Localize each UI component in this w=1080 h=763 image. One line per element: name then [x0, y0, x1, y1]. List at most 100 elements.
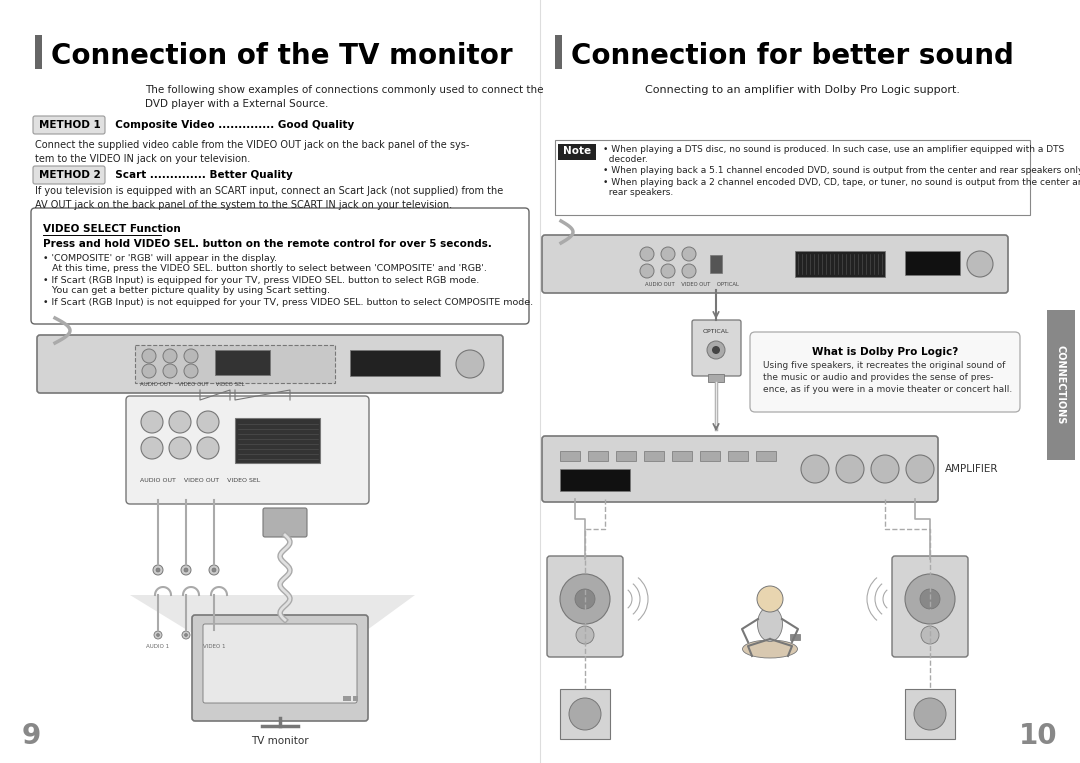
Bar: [235, 653, 265, 667]
Text: rear speakers.: rear speakers.: [603, 188, 673, 197]
Circle shape: [661, 264, 675, 278]
Circle shape: [757, 586, 783, 612]
FancyBboxPatch shape: [192, 615, 368, 721]
Circle shape: [576, 626, 594, 644]
Circle shape: [967, 251, 993, 277]
Text: You can get a better picture quality by using Scart setting.: You can get a better picture quality by …: [43, 286, 330, 295]
Text: Note: Note: [563, 146, 591, 156]
Circle shape: [181, 565, 191, 575]
Text: AUDIO OUT    VIDEO OUT    VIDEO SEL: AUDIO OUT VIDEO OUT VIDEO SEL: [140, 382, 244, 387]
FancyBboxPatch shape: [542, 235, 1008, 293]
Text: • If Scart (RGB Input) is equipped for your TV, press VIDEO SEL. button to selec: • If Scart (RGB Input) is equipped for y…: [43, 276, 480, 285]
Text: Connect the supplied video cable from the VIDEO OUT jack on the back panel of th: Connect the supplied video cable from th…: [35, 140, 470, 163]
Text: The following show examples of connections commonly used to connect the
DVD play: The following show examples of connectio…: [145, 85, 543, 109]
Text: CONNECTIONS: CONNECTIONS: [1056, 346, 1066, 425]
FancyBboxPatch shape: [31, 208, 529, 324]
Text: • When playing back a 2 channel encoded DVD, CD, tape, or tuner, no sound is out: • When playing back a 2 channel encoded …: [603, 178, 1080, 187]
Text: Connecting to an amplifier with Dolby Pro Logic support.: Connecting to an amplifier with Dolby Pr…: [645, 85, 960, 95]
Text: AUDIO OUT    VIDEO OUT    VIDEO SEL: AUDIO OUT VIDEO OUT VIDEO SEL: [140, 478, 260, 483]
Ellipse shape: [743, 640, 797, 658]
Bar: [710, 255, 723, 273]
Bar: [350, 350, 440, 376]
Polygon shape: [130, 595, 415, 690]
Circle shape: [661, 247, 675, 261]
Circle shape: [184, 568, 188, 572]
Text: VIDEO 1: VIDEO 1: [203, 644, 226, 649]
Text: At this time, press the VIDEO SEL. button shortly to select between 'COMPOSITE' : At this time, press the VIDEO SEL. butto…: [43, 264, 487, 273]
FancyBboxPatch shape: [203, 624, 357, 703]
FancyBboxPatch shape: [37, 335, 503, 393]
Text: 9: 9: [22, 722, 41, 750]
Text: METHOD 1: METHOD 1: [39, 120, 100, 130]
Circle shape: [905, 574, 955, 624]
FancyBboxPatch shape: [126, 396, 369, 504]
Text: Using five speakers, it recreates the original sound of
the music or audio and p: Using five speakers, it recreates the or…: [762, 361, 1012, 394]
Circle shape: [153, 565, 163, 575]
Text: AUDIO 1: AUDIO 1: [147, 644, 170, 649]
Text: OPTICAL: OPTICAL: [703, 329, 729, 334]
Text: VIDEO SELECT Function: VIDEO SELECT Function: [43, 224, 180, 234]
Circle shape: [920, 589, 940, 609]
Circle shape: [141, 349, 156, 363]
Text: 10: 10: [1020, 722, 1058, 750]
FancyBboxPatch shape: [555, 140, 1030, 215]
Circle shape: [212, 568, 216, 572]
Circle shape: [210, 631, 218, 639]
Bar: [215, 350, 270, 375]
Text: Connection for better sound: Connection for better sound: [571, 42, 1014, 70]
Bar: [905, 689, 955, 739]
FancyBboxPatch shape: [33, 166, 105, 184]
FancyBboxPatch shape: [750, 332, 1020, 412]
Bar: [672, 451, 692, 461]
FancyBboxPatch shape: [33, 116, 105, 134]
Circle shape: [921, 626, 939, 644]
Text: AUDIO OUT    VIDEO OUT    OPTICAL: AUDIO OUT VIDEO OUT OPTICAL: [645, 282, 739, 287]
Bar: [343, 696, 351, 701]
Text: If you television is equipped with an SCART input, connect an Scart Jack (not su: If you television is equipped with an SC…: [35, 186, 503, 210]
FancyBboxPatch shape: [264, 508, 307, 537]
Circle shape: [163, 349, 177, 363]
Circle shape: [184, 349, 198, 363]
Circle shape: [681, 264, 696, 278]
Circle shape: [163, 364, 177, 378]
Bar: [558, 144, 596, 160]
Bar: [588, 451, 608, 461]
Circle shape: [914, 698, 946, 730]
Bar: [644, 451, 664, 461]
Bar: [905, 251, 960, 275]
Circle shape: [141, 411, 163, 433]
Circle shape: [681, 247, 696, 261]
FancyBboxPatch shape: [198, 643, 282, 677]
Circle shape: [836, 455, 864, 483]
Bar: [795, 251, 885, 277]
Circle shape: [801, 455, 829, 483]
Bar: [353, 696, 357, 701]
Text: Composite Video .............. Good Quality: Composite Video .............. Good Qual…: [108, 120, 354, 130]
FancyBboxPatch shape: [692, 320, 741, 376]
Circle shape: [210, 565, 219, 575]
Bar: [561, 469, 630, 491]
Circle shape: [141, 364, 156, 378]
Circle shape: [183, 631, 190, 639]
Circle shape: [213, 633, 216, 636]
Text: Press and hold VIDEO SEL. button on the remote control for over 5 seconds.: Press and hold VIDEO SEL. button on the …: [43, 239, 491, 249]
Text: • 'COMPOSITE' or 'RGB' will appear in the display.: • 'COMPOSITE' or 'RGB' will appear in th…: [43, 254, 276, 263]
Circle shape: [456, 350, 484, 378]
Circle shape: [640, 264, 654, 278]
Circle shape: [640, 247, 654, 261]
Text: AMPLIFIER: AMPLIFIER: [945, 464, 999, 474]
Circle shape: [906, 455, 934, 483]
FancyBboxPatch shape: [135, 345, 335, 383]
Text: • When playing back a 5.1 channel encoded DVD, sound is output from the center a: • When playing back a 5.1 channel encode…: [603, 166, 1080, 175]
Text: • If Scart (RGB Input) is not equipped for your TV, press VIDEO SEL. button to s: • If Scart (RGB Input) is not equipped f…: [43, 298, 534, 307]
Bar: [756, 451, 777, 461]
FancyBboxPatch shape: [546, 556, 623, 657]
Circle shape: [168, 437, 191, 459]
Circle shape: [561, 574, 610, 624]
Circle shape: [575, 589, 595, 609]
Bar: [1047, 310, 1075, 460]
Ellipse shape: [757, 607, 783, 642]
Circle shape: [707, 341, 725, 359]
Circle shape: [156, 568, 160, 572]
Bar: [561, 689, 610, 739]
